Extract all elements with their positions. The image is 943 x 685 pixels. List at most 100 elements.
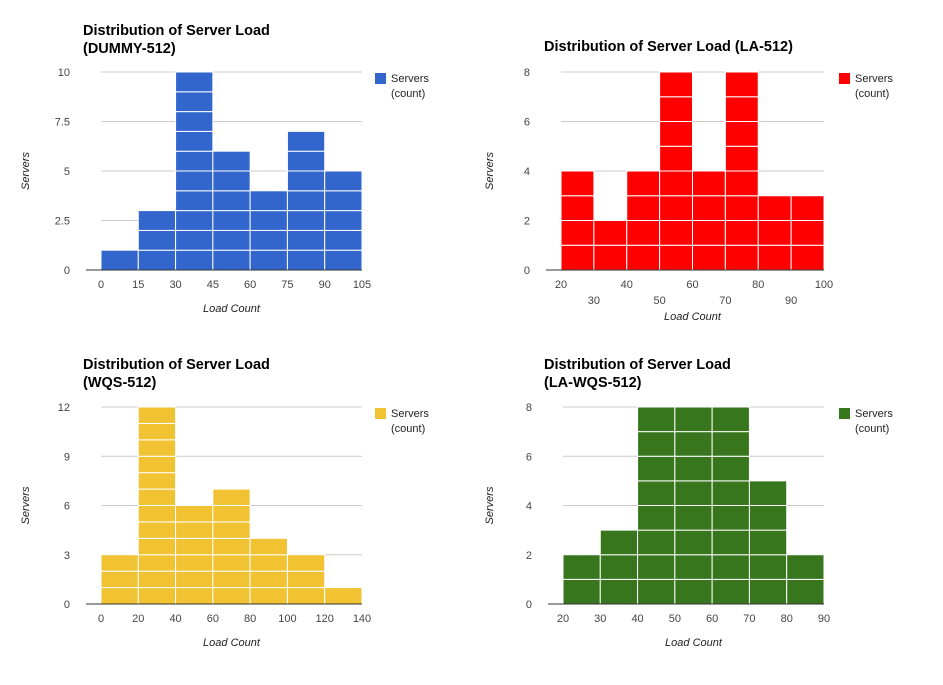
y-tick-label: 9 [64, 451, 70, 463]
y-tick-label: 0 [524, 265, 530, 277]
y-axis-label: Servers [20, 152, 32, 190]
bar-segment [637, 455, 676, 482]
y-tick-label: 2 [526, 550, 532, 562]
bar-segment [711, 406, 750, 433]
histogram-bar [137, 210, 177, 271]
chart-title-line: (DUMMY-512) [83, 41, 176, 57]
x-tick-label: 90 [818, 613, 830, 625]
bar-segment [562, 578, 601, 605]
x-tick-label: 30 [594, 613, 606, 625]
y-tick-label: 12 [58, 402, 70, 414]
x-tick-label: 60 [207, 613, 219, 625]
legend-label: Servers [391, 73, 429, 85]
x-tick-label: 60 [706, 613, 718, 625]
bar-segment [674, 505, 713, 531]
histogram-bar [711, 406, 750, 605]
chart-title-line: Distribution of Server Load [544, 357, 731, 373]
bar-segment [748, 480, 788, 506]
bar-segment [748, 554, 788, 580]
y-tick-label: 2.5 [55, 216, 70, 228]
bar-segment [711, 455, 750, 482]
x-tick-label: 120 [316, 613, 334, 625]
bar-segment [286, 130, 326, 152]
legend: Servers (count) [375, 408, 429, 435]
bar-segment [637, 431, 676, 457]
chart-title-line: (WQS-512) [83, 375, 157, 391]
bar-segment [692, 244, 726, 271]
x-tick-label: 20 [557, 613, 569, 625]
bar-segment [674, 480, 713, 506]
bar-segment [637, 554, 676, 580]
bar-segment [711, 480, 750, 506]
histogram-chart: 0 2 4 6 8 20 30 40 50 60 70 80 90 100 Load Count Server… [484, 67, 893, 323]
x-tick-label: 15 [132, 279, 144, 291]
bar-segment [212, 150, 251, 172]
legend-swatch [839, 408, 850, 419]
x-tick-label: 40 [621, 279, 633, 291]
bar-segment [560, 170, 595, 197]
bar-segment [692, 170, 726, 197]
bar-segment [786, 578, 825, 605]
histogram-bar [637, 406, 676, 605]
histogram-bar [562, 554, 601, 605]
bar-segment [757, 220, 792, 246]
histogram-bar [249, 190, 288, 271]
legend-label: (count) [855, 423, 889, 435]
bar-segment [659, 71, 693, 98]
histogram-bar [560, 170, 595, 271]
histogram-bar [175, 71, 214, 271]
bar-segment [562, 554, 601, 580]
histogram-bar [674, 406, 713, 605]
bar-segment [659, 170, 693, 197]
legend-swatch [375, 73, 386, 84]
histogram-bar [786, 554, 825, 605]
bar-segment [724, 220, 759, 246]
histogram-bar [286, 554, 326, 605]
bar-segment [674, 529, 713, 556]
bar-segment [249, 537, 288, 556]
legend-label: Servers [391, 408, 429, 420]
y-tick-label: 4 [526, 501, 532, 513]
bar-segment [324, 170, 363, 192]
x-axis-label: Load Count [664, 311, 722, 323]
y-tick-label: 8 [524, 67, 530, 79]
histogram-chart: 0 2.5 5 7.5 10 0 15 30 45 60 75 90 105 Load Count Serv… [20, 67, 429, 315]
bar-segment [674, 554, 713, 580]
histogram-bar [748, 480, 788, 605]
bar-segment [674, 455, 713, 482]
histogram-bar [599, 529, 639, 605]
y-tick-label: 6 [524, 117, 530, 129]
bar-segment [748, 529, 788, 556]
bar-segment [711, 431, 750, 457]
y-axis-label: Servers [20, 486, 32, 524]
bar-segment [599, 529, 639, 556]
bar-segment [674, 578, 713, 605]
y-tick-label: 5 [64, 166, 70, 178]
bar-segment [175, 71, 214, 93]
chart-title: Distribution of Server Load (LA-WQS-512) [544, 356, 731, 392]
y-tick-label: 0 [526, 599, 532, 611]
bar-segment [637, 406, 676, 433]
bar-segment [137, 406, 177, 424]
histogram-bar [324, 170, 363, 271]
x-tick-label: 50 [654, 295, 666, 307]
x-tick-label: 40 [169, 613, 181, 625]
bar-segment [659, 195, 693, 221]
bar-segment [692, 195, 726, 221]
legend: Servers (count) [375, 73, 429, 100]
y-tick-label: 0 [64, 599, 70, 611]
y-tick-label: 0 [64, 265, 70, 277]
bar-segment [637, 480, 676, 506]
legend-swatch [375, 408, 386, 419]
bar-segment [748, 578, 788, 605]
legend-label: (count) [391, 88, 425, 100]
chart-title: Distribution of Server Load (WQS-512) [83, 356, 270, 392]
y-axis-label: Servers [484, 486, 496, 524]
chart-title: Distribution of Server Load (LA-512) [544, 38, 793, 56]
x-tick-label: 20 [555, 279, 567, 291]
bar-segment [637, 578, 676, 605]
bar-segment [790, 195, 825, 221]
